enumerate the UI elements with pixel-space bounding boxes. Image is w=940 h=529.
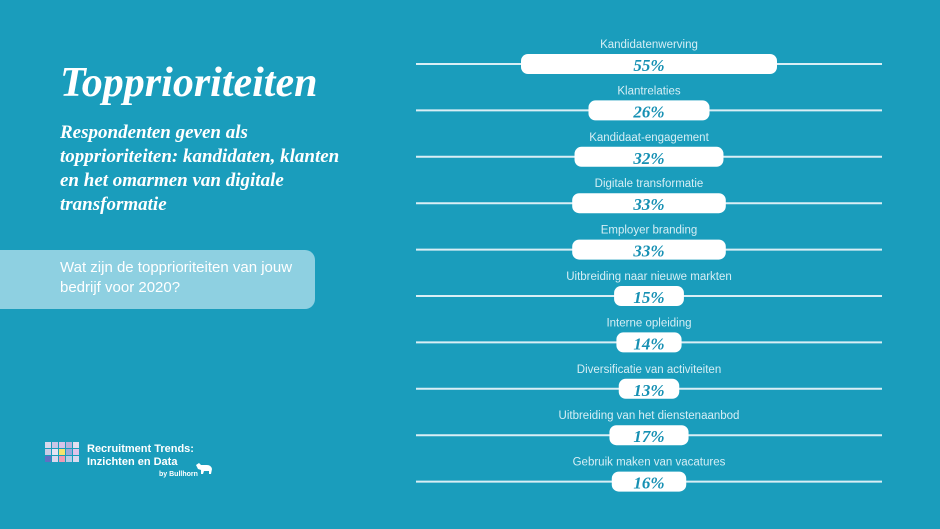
bar [572,239,726,260]
brand-grid-cell [66,449,72,455]
value-label: 26% [632,102,664,121]
category-label: Gebruik maken van vacatures [573,457,726,469]
question-text: Wat zijn de topprioriteiten van jouw bed… [60,259,293,296]
value-label: 15% [633,288,664,307]
brand-grid-cell [52,449,58,455]
page-subtitle: Respondenten geven als topprioriteiten: … [60,122,340,215]
value-label: 17% [633,427,664,446]
brand-name: Recruitment Trends: Inzichten en Data [87,443,194,468]
brand-grid-cell [59,449,65,455]
brand-grid-cell [73,456,79,462]
bar [521,54,777,74]
brand-grid-cell [73,449,79,455]
value-label: 33% [632,195,664,214]
category-label: Uitbreiding naar nieuwe markten [566,271,732,283]
bar [611,471,687,492]
brand-grid-cell [73,442,79,448]
bull-icon [196,463,212,474]
category-label: Employer branding [601,225,698,237]
brand-grid-cell [66,456,72,462]
page-title: Topprioriteiten [60,60,318,106]
brand-grid-cell [66,442,72,448]
category-label: Diversificatie van activiteiten [577,364,721,376]
bar [616,332,682,353]
value-label: 33% [632,242,664,261]
bar [614,286,684,306]
value-label: 32% [632,149,664,168]
bar [618,378,680,399]
bar [572,193,726,214]
value-label: 13% [633,381,664,400]
bar [588,100,710,121]
brand-grid-cell [52,456,58,462]
brand-grid-cell [45,442,51,448]
value-label: 16% [633,474,664,493]
brand-grid-cell [45,449,51,455]
category-label: Digitale transformatie [595,178,704,190]
category-label: Interne opleiding [606,317,691,329]
value-label: 55% [633,56,664,75]
value-label: 14% [633,334,664,353]
category-label: Uitbreiding van het dienstenaanbod [559,410,740,422]
brand-grid-cell [52,442,58,448]
brand-byline: by Bullhorn [159,471,198,478]
bar [574,146,724,167]
category-label: Klantrelaties [617,85,681,97]
brand-grid-cell [59,442,65,448]
brand-grid-icon [45,442,79,462]
brand-grid-cell [45,456,51,462]
category-label: Kandidaat-engagement [589,132,709,144]
category-label: Kandidatenwerving [600,39,698,51]
question-box [0,250,315,309]
brand-grid-cell [59,456,65,462]
bar [609,425,689,446]
